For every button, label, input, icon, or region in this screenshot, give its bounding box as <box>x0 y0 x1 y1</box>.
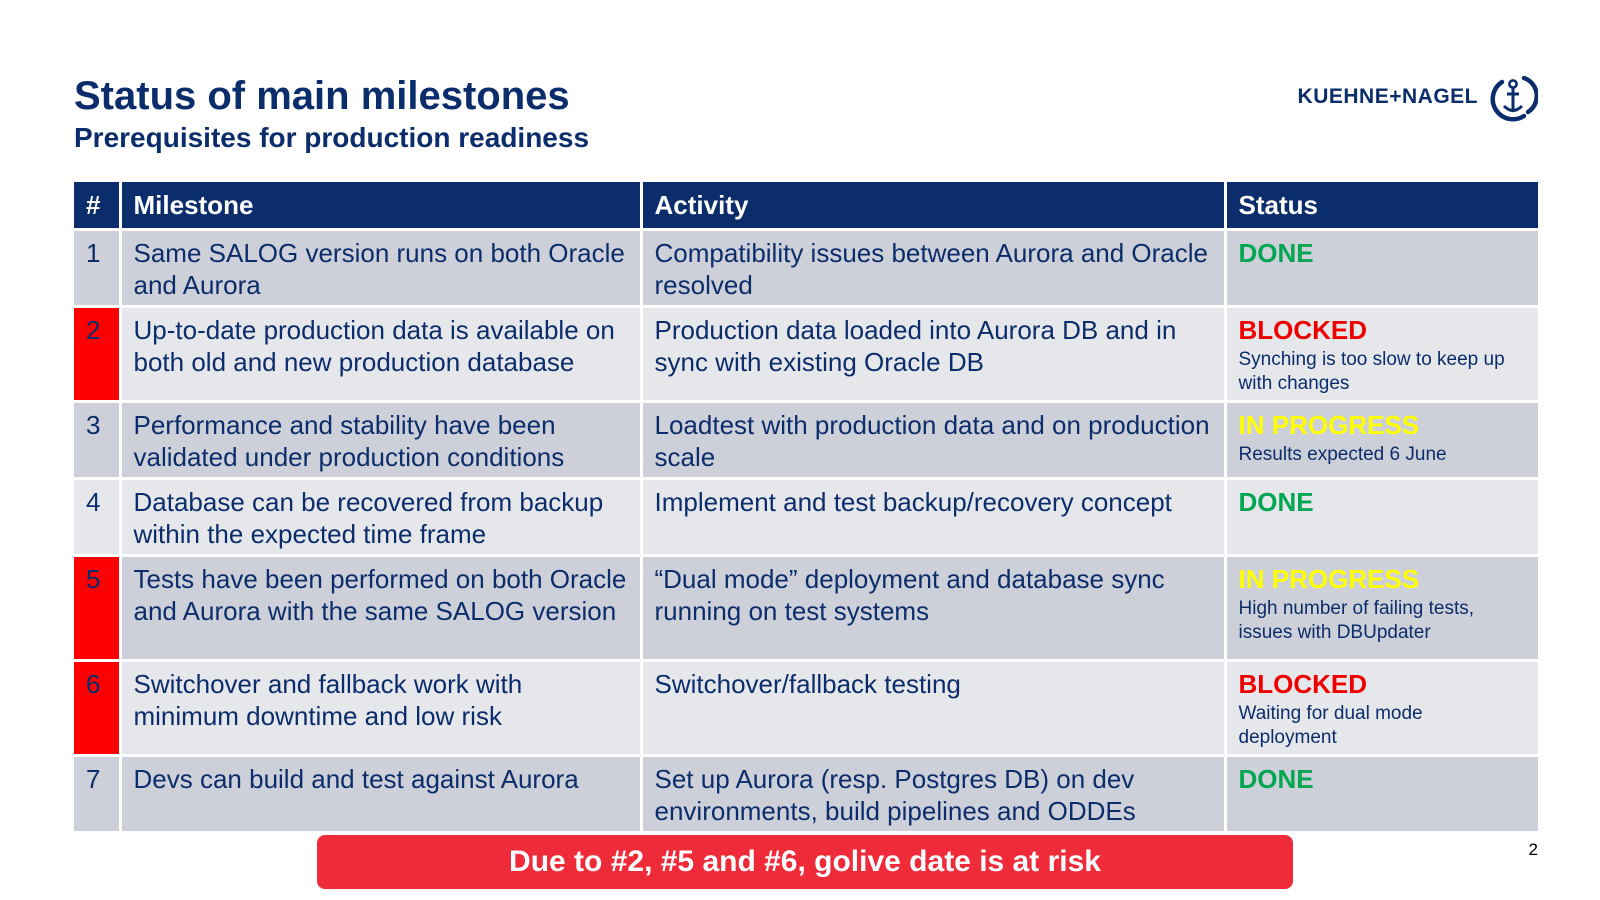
milestone-cell: Tests have been performed on both Oracle… <box>118 554 643 662</box>
row-number: 3 <box>74 400 122 480</box>
activity-cell: Switchover/fallback testing <box>639 659 1227 757</box>
status-cell: BLOCKED Synching is too slow to keep up … <box>1223 305 1538 403</box>
status-cell: IN PROGRESS Results expected 6 June <box>1223 400 1538 480</box>
column-header-number: # <box>74 182 122 231</box>
row-number: 5 <box>74 554 122 662</box>
status-badge: DONE <box>1238 487 1314 517</box>
status-note: Results expected 6 June <box>1238 444 1447 465</box>
status-badge: IN PROGRESS <box>1238 564 1420 594</box>
page-subtitle: Prerequisites for production readiness <box>74 122 590 153</box>
page-title: Status of main milestones <box>74 74 570 118</box>
milestone-cell: Performance and stability have been vali… <box>118 400 643 480</box>
column-header-status: Status <box>1223 182 1538 231</box>
status-badge: BLOCKED <box>1238 669 1368 699</box>
status-cell: BLOCKED Waiting for dual mode deployment <box>1223 659 1538 757</box>
status-cell: DONE <box>1223 754 1538 834</box>
milestone-cell: Up-to-date production data is available … <box>118 305 643 403</box>
activity-cell: Set up Aurora (resp. Postgres DB) on dev… <box>639 754 1227 834</box>
activity-cell: “Dual mode” deployment and database sync… <box>639 554 1227 662</box>
row-number: 6 <box>74 659 122 757</box>
anchor-icon <box>1490 75 1538 122</box>
status-cell: IN PROGRESS High number of failing tests… <box>1223 554 1538 662</box>
table-row: 3 Performance and stability have been va… <box>74 400 1538 480</box>
logo-text: KUEHNE+NAGEL <box>1297 85 1478 108</box>
status-cell: DONE <box>1223 477 1538 557</box>
activity-cell: Loadtest with production data and on pro… <box>639 400 1227 480</box>
column-header-activity: Activity <box>639 182 1227 231</box>
status-note: Waiting for dual mode deployment <box>1238 703 1423 748</box>
status-note: Synching is too slow to keep up with cha… <box>1238 349 1505 394</box>
table-row: 6 Switchover and fallback work with mini… <box>74 659 1538 757</box>
row-number: 4 <box>74 477 122 557</box>
page-number: 2 <box>1528 840 1538 859</box>
milestone-cell: Same SALOG version runs on both Oracle a… <box>118 228 643 308</box>
activity-cell: Compatibility issues between Aurora and … <box>639 228 1227 308</box>
status-badge: DONE <box>1238 238 1314 268</box>
activity-cell: Implement and test backup/recovery conce… <box>639 477 1227 557</box>
activity-cell: Production data loaded into Aurora DB an… <box>639 305 1227 403</box>
table-row: 4 Database can be recovered from backup … <box>74 477 1538 557</box>
row-number: 1 <box>74 228 122 308</box>
table-row: 1 Same SALOG version runs on both Oracle… <box>74 228 1538 308</box>
row-number: 7 <box>74 754 122 834</box>
status-cell: DONE <box>1223 228 1538 308</box>
company-logo: KUEHNE+NAGEL <box>1298 72 1538 122</box>
status-note: High number of failing tests, issues wit… <box>1238 598 1475 643</box>
milestone-cell: Devs can build and test against Aurora <box>118 754 643 834</box>
milestone-cell: Switchover and fallback work with minimu… <box>118 659 643 757</box>
status-badge: DONE <box>1238 764 1314 794</box>
table-row: 7 Devs can build and test against Aurora… <box>74 754 1538 834</box>
table-header-row: # Milestone Activity Status <box>74 182 1538 231</box>
status-badge: BLOCKED <box>1238 315 1368 345</box>
milestone-cell: Database can be recovered from backup wi… <box>118 477 643 557</box>
milestone-table: # Milestone Activity Status 1 Same SALOG… <box>74 182 1538 834</box>
table-row: 5 Tests have been performed on both Orac… <box>74 554 1538 662</box>
row-number: 2 <box>74 305 122 403</box>
column-header-milestone: Milestone <box>118 182 643 231</box>
table-row: 2 Up-to-date production data is availabl… <box>74 305 1538 403</box>
risk-banner: Due to #2, #5 and #6, golive date is at … <box>317 835 1293 889</box>
status-badge: IN PROGRESS <box>1238 410 1420 440</box>
